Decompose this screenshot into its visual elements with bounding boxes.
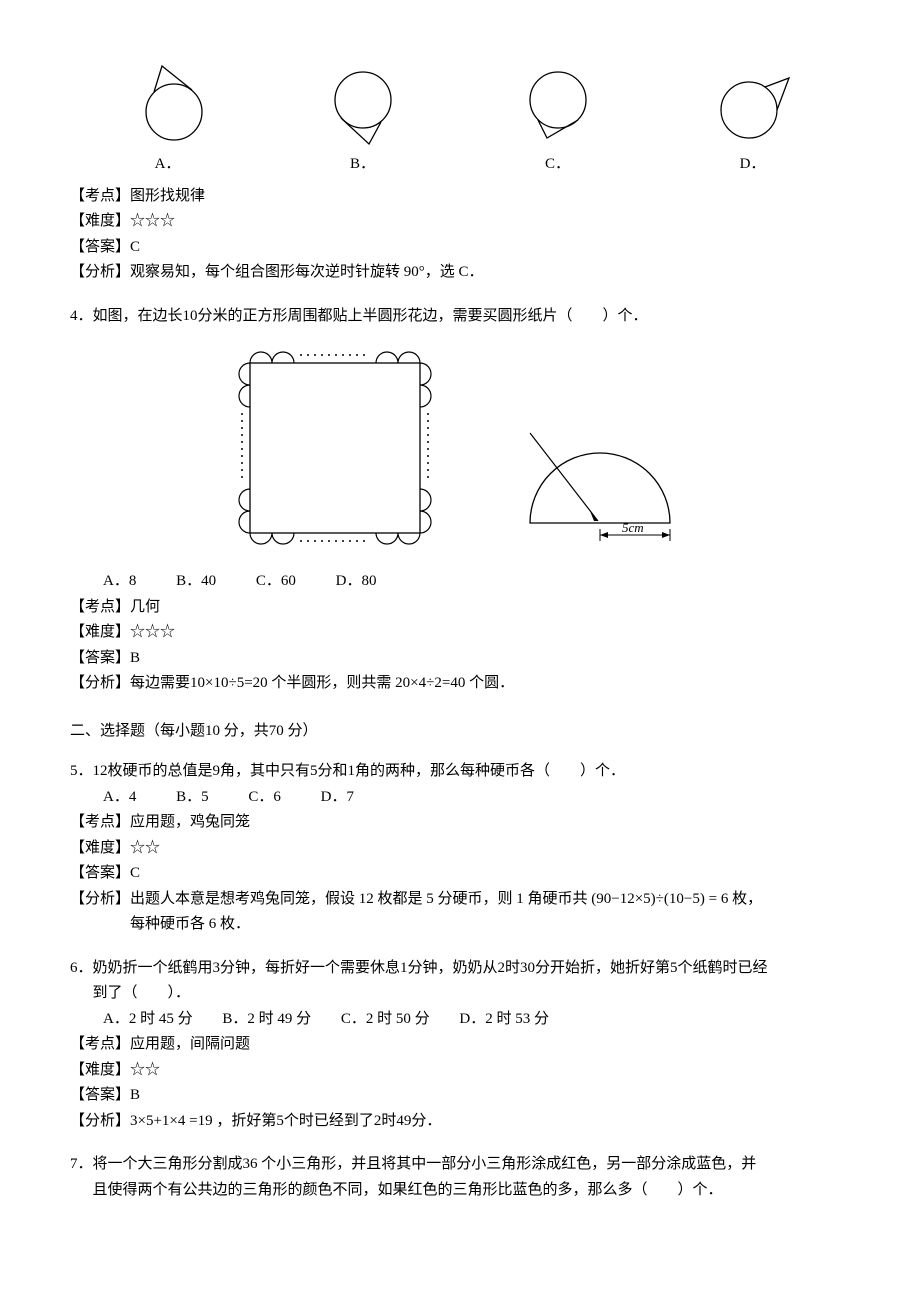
q3-label-d: D． <box>740 152 766 178</box>
q3-fenxi: 【分析】观察易知，每个组合图形每次逆时针旋转 90°，选 C． <box>70 260 850 286</box>
q4-opt-a: A．8 <box>103 569 136 595</box>
ans-val: B <box>130 650 140 666</box>
q4-square-figure <box>220 333 450 563</box>
q5-nandu: 【难度】☆☆ <box>70 836 850 862</box>
fx-val: 观察易知，每个组合图形每次逆时针旋转 90°，选 C． <box>130 264 484 280</box>
fx-label: 【分析】 <box>70 1113 130 1129</box>
q3-figure-c <box>514 60 602 148</box>
kd-label: 【考点】 <box>70 1036 130 1052</box>
q4-daan: 【答案】B <box>70 646 850 672</box>
ans-label: 【答案】 <box>70 1087 130 1103</box>
q6-block: 6．奶奶折一个纸鹤用3分钟，每折好一个需要休息1分钟，奶奶从2时30分开始折，她… <box>70 956 850 1135</box>
kd-label: 【考点】 <box>70 814 130 830</box>
nd-label: 【难度】 <box>70 624 130 640</box>
q3-figure-d <box>709 60 797 148</box>
q4-options: A．8 B．40 C．60 D．80 <box>70 569 850 595</box>
q3-option-b: B． <box>319 60 407 178</box>
ans-label: 【答案】 <box>70 650 130 666</box>
q6-nandu: 【难度】☆☆ <box>70 1058 850 1084</box>
q3-figure-a <box>124 60 212 148</box>
q6-daan: 【答案】B <box>70 1083 850 1109</box>
q3-figure-b <box>319 60 407 148</box>
q6-options: A．2 时 45 分 B．2 时 49 分 C．2 时 50 分 D．2 时 5… <box>70 1007 850 1033</box>
q4-fenxi: 【分析】每边需要10×10÷5=20 个半圆形，则共需 20×4÷2=40 个圆… <box>70 671 850 697</box>
q5-opt-d: D．7 <box>321 785 354 811</box>
nd-label: 【难度】 <box>70 1062 130 1078</box>
q5-kaodian: 【考点】应用题，鸡兔同笼 <box>70 810 850 836</box>
kd-label: 【考点】 <box>70 599 130 615</box>
q6-stem-2: 到了（ ）． <box>70 981 850 1007</box>
q4-kaodian: 【考点】几何 <box>70 595 850 621</box>
q4-semicircle-figure: 5cm <box>510 423 700 563</box>
q4-5cm-label: 5cm <box>622 520 644 535</box>
kd-val: 图形找规律 <box>130 188 205 204</box>
nd-val: ☆☆ <box>130 1062 160 1078</box>
q4-figure-row: 5cm <box>70 333 850 563</box>
q5-opt-a: A．4 <box>103 785 136 811</box>
q4-stem: 4．如图，在边长10分米的正方形周围都贴上半圆形花边，需要买圆形纸片（ ）个． <box>70 304 850 330</box>
q4-opt-d: D．80 <box>336 569 377 595</box>
q3-option-d: D． <box>709 60 797 178</box>
fx-label: 【分析】 <box>70 675 130 691</box>
q4-opt-c: C．60 <box>256 569 296 595</box>
q7-block: 7．将一个大三角形分割成36 个小三角形，并且将其中一部分小三角形涂成红色，另一… <box>70 1152 850 1203</box>
section-2-heading: 二、选择题（每小题10 分，共70 分） <box>70 719 850 745</box>
ans-val: C <box>130 239 140 255</box>
q6-fenxi: 【分析】3×5+1×4 =19 ，折好第5个时已经到了2时49分． <box>70 1109 850 1135</box>
ans-label: 【答案】 <box>70 865 130 881</box>
kd-val: 应用题，间隔问题 <box>130 1036 250 1052</box>
nd-val: ☆☆☆ <box>130 213 175 229</box>
fx-val-2: 每种硬币各 6 枚． <box>130 916 250 932</box>
nd-val: ☆☆☆ <box>130 624 175 640</box>
q5-opt-c: C．6 <box>248 785 281 811</box>
fx-val-1: 出题人本意是想考鸡兔同笼，假设 12 枚都是 5 分硬币，则 1 角硬币共 (9… <box>130 891 762 907</box>
ans-val: C <box>130 865 140 881</box>
nd-val: ☆☆ <box>130 840 160 856</box>
q6-opt-a: A．2 时 45 分 <box>103 1007 193 1033</box>
ans-val: B <box>130 1087 140 1103</box>
q3-kaodian: 【考点】图形找规律 <box>70 184 850 210</box>
q3-label-b: B． <box>350 152 375 178</box>
kd-val: 应用题，鸡兔同笼 <box>130 814 250 830</box>
q5-fenxi-1: 【分析】出题人本意是想考鸡兔同笼，假设 12 枚都是 5 分硬币，则 1 角硬币… <box>70 887 850 913</box>
q5-options: A．4 B．5 C．6 D．7 <box>70 785 850 811</box>
q5-opt-b: B．5 <box>176 785 209 811</box>
nd-label: 【难度】 <box>70 213 130 229</box>
q3-daan: 【答案】C <box>70 235 850 261</box>
fx-val: 每边需要10×10÷5=20 个半圆形，则共需 20×4÷2=40 个圆． <box>130 675 514 691</box>
q4-block: 4．如图，在边长10分米的正方形周围都贴上半圆形花边，需要买圆形纸片（ ）个． <box>70 304 850 697</box>
q5-fenxi-2: 每种硬币各 6 枚． <box>70 912 850 938</box>
q4-opt-b: B．40 <box>176 569 216 595</box>
q6-opt-d: D．2 时 53 分 <box>459 1007 549 1033</box>
q7-stem-2: 且使得两个有公共边的三角形的颜色不同，如果红色的三角形比蓝色的多，那么多（ ）个… <box>70 1178 850 1204</box>
fx-val: 3×5+1×4 =19 ，折好第5个时已经到了2时49分． <box>130 1113 441 1129</box>
q3-label-c: C． <box>545 152 570 178</box>
ans-label: 【答案】 <box>70 239 130 255</box>
q5-daan: 【答案】C <box>70 861 850 887</box>
q3-nandu: 【难度】☆☆☆ <box>70 209 850 235</box>
q6-opt-c: C．2 时 50 分 <box>341 1007 430 1033</box>
kd-val: 几何 <box>130 599 160 615</box>
q3-label-a: A． <box>155 152 181 178</box>
q6-kaodian: 【考点】应用题，间隔问题 <box>70 1032 850 1058</box>
q5-block: 5．12枚硬币的总值是9角，其中只有5分和1角的两种，那么每种硬币各（ ）个． … <box>70 759 850 938</box>
fx-label: 【分析】 <box>70 264 130 280</box>
q4-nandu: 【难度】☆☆☆ <box>70 620 850 646</box>
fx-label: 【分析】 <box>70 891 130 907</box>
q6-opt-b: B．2 时 49 分 <box>222 1007 311 1033</box>
nd-label: 【难度】 <box>70 840 130 856</box>
q3-option-a: A． <box>124 60 212 178</box>
q3-options-row: A． B． C． D． <box>70 60 850 178</box>
q3-option-c: C． <box>514 60 602 178</box>
kd-label: 【考点】 <box>70 188 130 204</box>
q7-stem-1: 7．将一个大三角形分割成36 个小三角形，并且将其中一部分小三角形涂成红色，另一… <box>70 1152 850 1178</box>
q6-stem-1: 6．奶奶折一个纸鹤用3分钟，每折好一个需要休息1分钟，奶奶从2时30分开始折，她… <box>70 956 850 982</box>
q5-stem: 5．12枚硬币的总值是9角，其中只有5分和1角的两种，那么每种硬币各（ ）个． <box>70 759 850 785</box>
